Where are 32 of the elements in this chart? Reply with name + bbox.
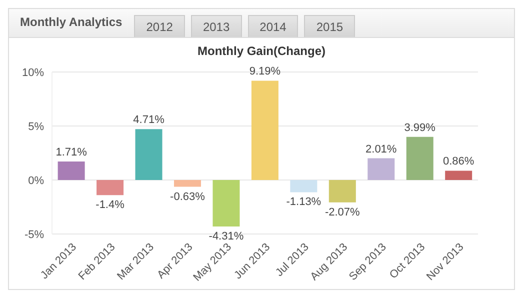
data-label: 3.99% xyxy=(404,122,436,134)
data-label: -2.07% xyxy=(324,206,360,218)
bar xyxy=(445,170,472,180)
data-label: -4.31% xyxy=(208,230,244,243)
bar xyxy=(212,180,240,227)
data-label: 9.19% xyxy=(249,66,281,78)
bar xyxy=(251,80,278,180)
bar xyxy=(368,158,395,180)
data-label: 4.71% xyxy=(133,114,165,126)
bar xyxy=(174,180,201,187)
data-label: -0.63% xyxy=(170,190,206,203)
y-tick-label: 0% xyxy=(28,174,44,187)
bar xyxy=(328,180,356,202)
text: 2012 xyxy=(134,15,185,37)
bar xyxy=(58,162,85,180)
y-tick-label: 5% xyxy=(28,120,44,133)
chart-title: Monthly Analytics xyxy=(19,15,124,31)
y-tick-label: 10% xyxy=(22,66,44,79)
y-tick-label: -5% xyxy=(24,228,44,241)
bar xyxy=(135,129,162,180)
data-label: -1.4% xyxy=(96,199,125,212)
text: 2013 xyxy=(190,15,242,37)
chart-subtitle: Monthly Gain(Change) xyxy=(196,43,326,60)
bar xyxy=(406,136,434,180)
data-label: -1.13% xyxy=(286,196,322,208)
bar xyxy=(290,180,318,192)
data-label: 1.71% xyxy=(56,146,88,159)
data-label: 0.86% xyxy=(442,156,474,168)
text: 2014 xyxy=(248,15,298,37)
text: 2015 xyxy=(304,15,356,37)
data-label: 2.01% xyxy=(366,143,397,156)
bar xyxy=(96,180,124,196)
